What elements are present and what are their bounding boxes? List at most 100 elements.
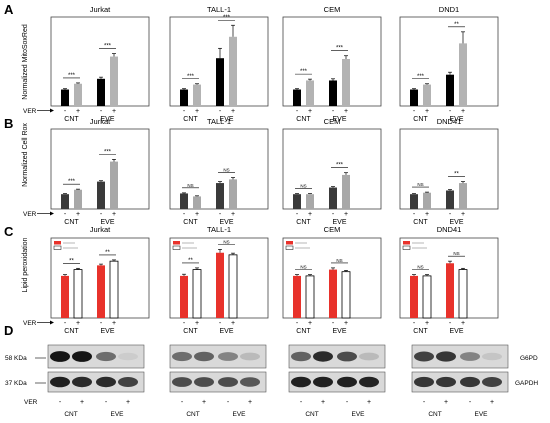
bar	[410, 89, 418, 106]
blot-band	[240, 352, 260, 361]
blot-band	[194, 351, 214, 362]
blot-band	[240, 377, 260, 387]
significance-label: ***	[336, 163, 344, 169]
bar	[97, 265, 105, 318]
group-label-cnt: CNT	[296, 328, 311, 335]
blot-band	[291, 376, 311, 388]
ver-mark: +	[76, 108, 80, 115]
blot-band	[172, 377, 192, 387]
group-label-eve: EVE	[100, 219, 114, 226]
ver-arrowhead	[50, 211, 54, 216]
blot-band	[291, 351, 311, 362]
legend-swatch-off	[54, 241, 61, 245]
facet-title: Jurkat	[90, 5, 111, 14]
bar	[74, 189, 82, 209]
lane-mark: +	[202, 399, 206, 406]
blot-band	[96, 351, 116, 362]
group-label-eve: EVE	[332, 328, 346, 335]
bar	[329, 269, 337, 318]
bar	[73, 269, 83, 319]
lane-mark: -	[469, 399, 472, 406]
legend-swatch-on	[402, 245, 411, 250]
blot-band	[72, 376, 92, 388]
blot-band	[414, 351, 434, 362]
group-label-cnt: CNT	[296, 116, 311, 123]
bar	[193, 196, 201, 209]
row-a-y-axis-label: Normalized MitoSoxRed	[22, 24, 29, 100]
ver-mark: -	[413, 320, 416, 327]
blot-2: - + - +CNT EVE	[288, 344, 386, 418]
significance-label: ***	[336, 46, 344, 52]
facet-title: DND41	[437, 225, 462, 234]
blot-band	[96, 376, 116, 388]
facet-title: CEM	[324, 117, 341, 126]
lane-mark: -	[227, 399, 230, 406]
bar	[459, 43, 467, 106]
bar	[216, 183, 224, 209]
bar	[180, 275, 188, 318]
panel-letter-b: B	[4, 116, 13, 131]
bar	[306, 194, 314, 209]
marker-58kda: 58 KDa	[5, 355, 27, 362]
ver-mark: +	[195, 108, 199, 115]
ver-mark: -	[183, 211, 186, 218]
group-label-eve: EVE	[332, 116, 346, 123]
blot-band	[50, 351, 70, 362]
panel-letter-c: C	[4, 224, 14, 239]
lane-mark: +	[367, 399, 371, 406]
bar	[342, 59, 350, 106]
significance-label: NS	[417, 265, 423, 270]
bar	[306, 80, 314, 106]
bar	[329, 80, 337, 106]
blot-band	[460, 352, 480, 361]
ver-mark: -	[296, 211, 299, 218]
bar	[329, 187, 337, 209]
ver-mark: +	[344, 211, 348, 218]
ver-mark: -	[296, 108, 299, 115]
bar	[61, 275, 69, 318]
lane-mark: -	[423, 399, 426, 406]
ver-mark: -	[183, 108, 186, 115]
ver-mark: +	[231, 320, 235, 327]
ver-mark: -	[64, 108, 67, 115]
bar	[61, 194, 69, 209]
ver-mark: +	[76, 211, 80, 218]
legend-swatch-on	[285, 245, 294, 250]
chart-facet-1-0: Jurkat******- + - +CNT EVE	[50, 117, 150, 226]
group-label-eve: EVE	[219, 219, 233, 226]
panel-letter-d: D	[4, 323, 13, 338]
legend-swatch-off	[403, 241, 410, 245]
ver-mark: +	[195, 320, 199, 327]
ver-mark: +	[231, 108, 235, 115]
lane-mark: +	[126, 399, 130, 406]
ver-mark: +	[425, 211, 429, 218]
bar	[459, 183, 467, 209]
significance-label: **	[188, 258, 193, 264]
blot-3: - + - +CNT EVE	[411, 344, 509, 418]
lane-group-cnt: CNT	[186, 411, 199, 418]
significance-label: NS	[223, 168, 229, 173]
lane-group-eve: EVE	[351, 411, 365, 418]
bar	[410, 194, 418, 209]
ver-mark: +	[112, 320, 116, 327]
group-label-eve: EVE	[449, 116, 463, 123]
ver-mark: +	[461, 211, 465, 218]
ver-arrowhead	[50, 320, 54, 325]
bar	[110, 161, 118, 209]
legend-swatch-off	[173, 241, 180, 245]
group-label-cnt: CNT	[413, 219, 428, 226]
ver-mark: -	[64, 320, 67, 327]
blot-band	[313, 376, 333, 388]
bar	[422, 275, 432, 319]
ver-mark: -	[413, 211, 416, 218]
bar	[410, 275, 418, 318]
ver-mark: +	[344, 108, 348, 115]
lane-group-eve: EVE	[110, 411, 124, 418]
ver-mark: +	[461, 108, 465, 115]
bar	[192, 269, 202, 319]
significance-label: ***	[300, 69, 308, 75]
blot-band	[218, 352, 238, 361]
